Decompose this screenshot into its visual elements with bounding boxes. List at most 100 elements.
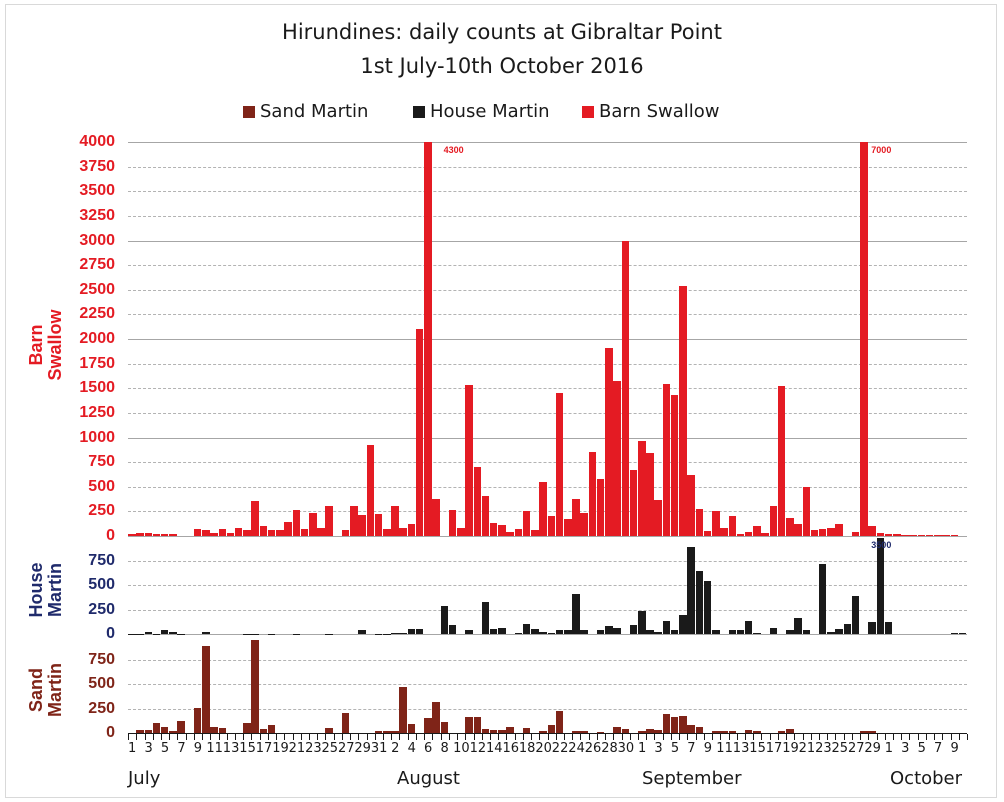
gridline — [128, 216, 967, 217]
bar-barn-swallow — [695, 509, 704, 536]
axis-baseline — [128, 536, 967, 537]
bar-sand-martin — [860, 731, 868, 733]
gridline — [128, 610, 967, 611]
bar-sand-martin — [522, 728, 531, 733]
bar-barn-swallow — [835, 524, 843, 536]
bar-value-annotation: 4300 — [443, 145, 464, 155]
x-tick-label: 15 — [239, 741, 256, 756]
x-tick — [720, 734, 722, 740]
bar-house-martin — [695, 570, 704, 634]
x-tick-label: 29 — [354, 741, 371, 756]
bar-house-martin — [596, 630, 605, 634]
gridline — [128, 265, 967, 266]
x-tick — [564, 734, 565, 740]
bar-sand-martin — [210, 727, 218, 733]
x-tick — [317, 734, 319, 740]
bar-house-martin — [679, 614, 687, 634]
bar-barn-swallow — [226, 533, 235, 536]
x-tick — [522, 734, 524, 740]
x-tick-label: 27 — [338, 741, 355, 756]
bar-barn-swallow — [909, 535, 917, 536]
x-tick-label: 1 — [884, 741, 894, 756]
bar-barn-swallow — [786, 518, 794, 536]
x-tick — [234, 734, 236, 740]
bar-barn-swallow — [251, 500, 259, 536]
bar-barn-swallow — [152, 534, 161, 536]
x-tick-label: 29 — [864, 741, 881, 756]
x-tick-label: 21 — [288, 741, 306, 756]
gridline — [128, 364, 967, 365]
x-tick — [128, 734, 129, 740]
x-tick — [638, 734, 639, 740]
x-tick — [670, 734, 672, 740]
bar-barn-swallow — [317, 528, 325, 536]
bar-barn-swallow — [860, 142, 868, 536]
x-tick-label: 17 — [765, 741, 783, 756]
bar-sand-martin — [136, 730, 144, 733]
bar-house-martin — [572, 594, 580, 634]
bar-barn-swallow — [193, 529, 202, 536]
y-tick-label: 2500 — [79, 281, 115, 298]
x-tick — [136, 734, 138, 740]
x-tick — [210, 734, 212, 740]
x-tick — [350, 734, 352, 740]
bar-house-martin — [555, 630, 564, 634]
bar-sand-martin — [481, 729, 490, 733]
y-tick-label: 500 — [88, 675, 115, 692]
x-tick-label: 15 — [749, 741, 766, 756]
bar-barn-swallow — [564, 519, 572, 536]
x-tick — [539, 734, 541, 740]
x-tick — [893, 734, 894, 740]
y-tick-label: 3000 — [79, 232, 115, 249]
bar-barn-swallow — [243, 530, 251, 536]
bar-house-martin — [202, 632, 210, 634]
gridline — [128, 142, 967, 143]
bar-barn-swallow — [629, 470, 638, 536]
bar-sand-martin — [259, 729, 268, 733]
x-tick — [901, 734, 903, 740]
x-tick-label: 1 — [637, 741, 647, 756]
bar-barn-swallow — [917, 535, 926, 536]
x-tick-label: 8 — [440, 741, 449, 756]
bar-barn-swallow — [925, 535, 934, 536]
x-tick — [621, 734, 623, 740]
bar-barn-swallow — [399, 528, 407, 536]
bar-sand-martin — [399, 687, 407, 733]
bar-sand-martin — [679, 715, 687, 733]
bar-house-martin — [662, 621, 671, 634]
y-axis-label-barn-swallow: Barn Swallow — [26, 309, 65, 381]
bar-house-martin — [465, 630, 473, 634]
x-tick — [925, 734, 927, 740]
bar-sand-martin — [160, 727, 169, 733]
bar-sand-martin — [432, 701, 440, 733]
bar-house-martin — [251, 633, 259, 634]
bar-sand-martin — [621, 729, 630, 733]
bar-barn-swallow — [555, 393, 564, 536]
x-tick — [860, 734, 862, 740]
x-tick — [333, 734, 335, 740]
x-tick-label: 10 — [453, 741, 470, 756]
legend-swatch-house-martin — [413, 105, 425, 118]
legend-label: Sand Martin — [260, 101, 369, 122]
bar-barn-swallow — [374, 514, 383, 536]
y-tick-label: 750 — [88, 453, 115, 470]
bar-barn-swallow — [901, 535, 909, 536]
bar-barn-swallow — [415, 329, 424, 536]
y-tick-label: 1250 — [79, 404, 115, 421]
legend: Sand Martin House Martin Barn Swallow — [0, 101, 1004, 125]
bar-barn-swallow — [284, 522, 292, 536]
y-tick-label: 500 — [88, 478, 115, 495]
y-tick-label: 3250 — [79, 207, 115, 224]
bar-barn-swallow — [769, 505, 778, 536]
legend-label: Barn Swallow — [599, 101, 720, 122]
bar-barn-swallow — [448, 510, 457, 536]
bar-barn-swallow — [712, 511, 720, 536]
bar-sand-martin — [169, 731, 177, 733]
month-label-august: August — [397, 768, 460, 789]
x-tick — [654, 734, 656, 740]
x-tick — [465, 734, 467, 740]
x-tick-label: 3 — [654, 741, 663, 756]
x-tick — [712, 734, 713, 740]
bar-barn-swallow — [325, 505, 333, 536]
x-tick — [531, 734, 532, 740]
